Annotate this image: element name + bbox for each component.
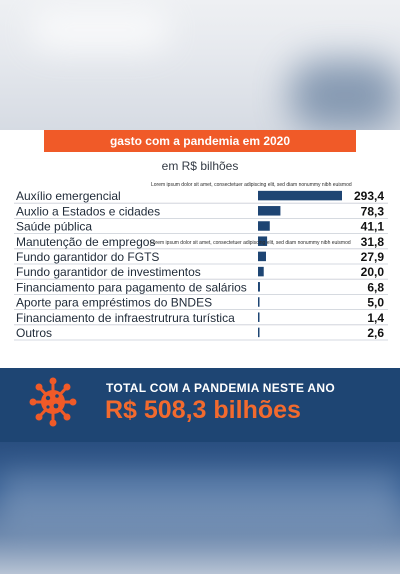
data-label: 5,0 [367, 296, 384, 310]
bar [258, 312, 260, 322]
category-label: Financiamento para pagamento de salários [16, 280, 247, 294]
data-label: 1,4 [367, 311, 384, 325]
chart-title: gasto com a pandemia em 2020 [44, 130, 356, 152]
bar [258, 190, 342, 201]
category-label: Auxlio a Estados e cidades [16, 204, 160, 218]
bar [258, 327, 260, 338]
background-bottom [0, 442, 400, 574]
bar [258, 221, 270, 231]
data-label: 6,8 [367, 280, 384, 294]
bar [258, 266, 264, 277]
category-label: Aporte para empréstimos do BNDES [16, 296, 212, 310]
bar [258, 251, 266, 262]
category-label: Saúde pública [16, 220, 92, 234]
bar [258, 297, 260, 307]
data-label: 20,0 [361, 265, 385, 279]
category-label: Outros [16, 326, 52, 340]
background-top [0, 0, 400, 130]
data-label: 31,8 [361, 235, 385, 249]
infographic-card: gasto com a pandemia em 2020 em R$ bilhõ… [0, 130, 400, 368]
data-label: 293,4 [354, 189, 384, 203]
data-label: 2,6 [367, 326, 384, 340]
overlay-text: Lorem ipsum dolor sit amet, consectetuer… [150, 240, 351, 246]
background-blur [30, 10, 170, 50]
data-label: 78,3 [361, 204, 385, 218]
bar [258, 236, 268, 246]
bar [258, 282, 260, 292]
total-banner: TOTAL COM A PANDEMIA NESTE ANO R$ 508,3 … [0, 368, 400, 442]
category-label: Financiamento de infraestrutrura turísti… [16, 311, 235, 325]
category-label: Auxílio emergencial [16, 189, 121, 203]
total-value: R$ 508,3 bilhões [105, 396, 301, 424]
data-label: 41,1 [361, 220, 385, 234]
chart-subtitle: em R$ bilhões [161, 159, 239, 173]
background-blur [0, 472, 400, 532]
category-label: Fundo garantidor de investimentos [16, 265, 201, 279]
category-label: Manutenção de empregos [16, 235, 155, 249]
overlay-text: Lorem ipsum dolor sit amet, consectetuer… [151, 182, 352, 188]
coronavirus-icon [29, 377, 77, 427]
background-blur [290, 60, 400, 130]
bar-chart: Auxílio emergencial 293,4 Auxlio a Estados… [14, 189, 388, 341]
total-label: TOTAL COM A PANDEMIA NESTE ANO [106, 381, 336, 395]
bar [258, 206, 281, 216]
category-label: Fundo garantidor do FGTS [16, 250, 159, 264]
data-label: 27,9 [361, 250, 385, 264]
